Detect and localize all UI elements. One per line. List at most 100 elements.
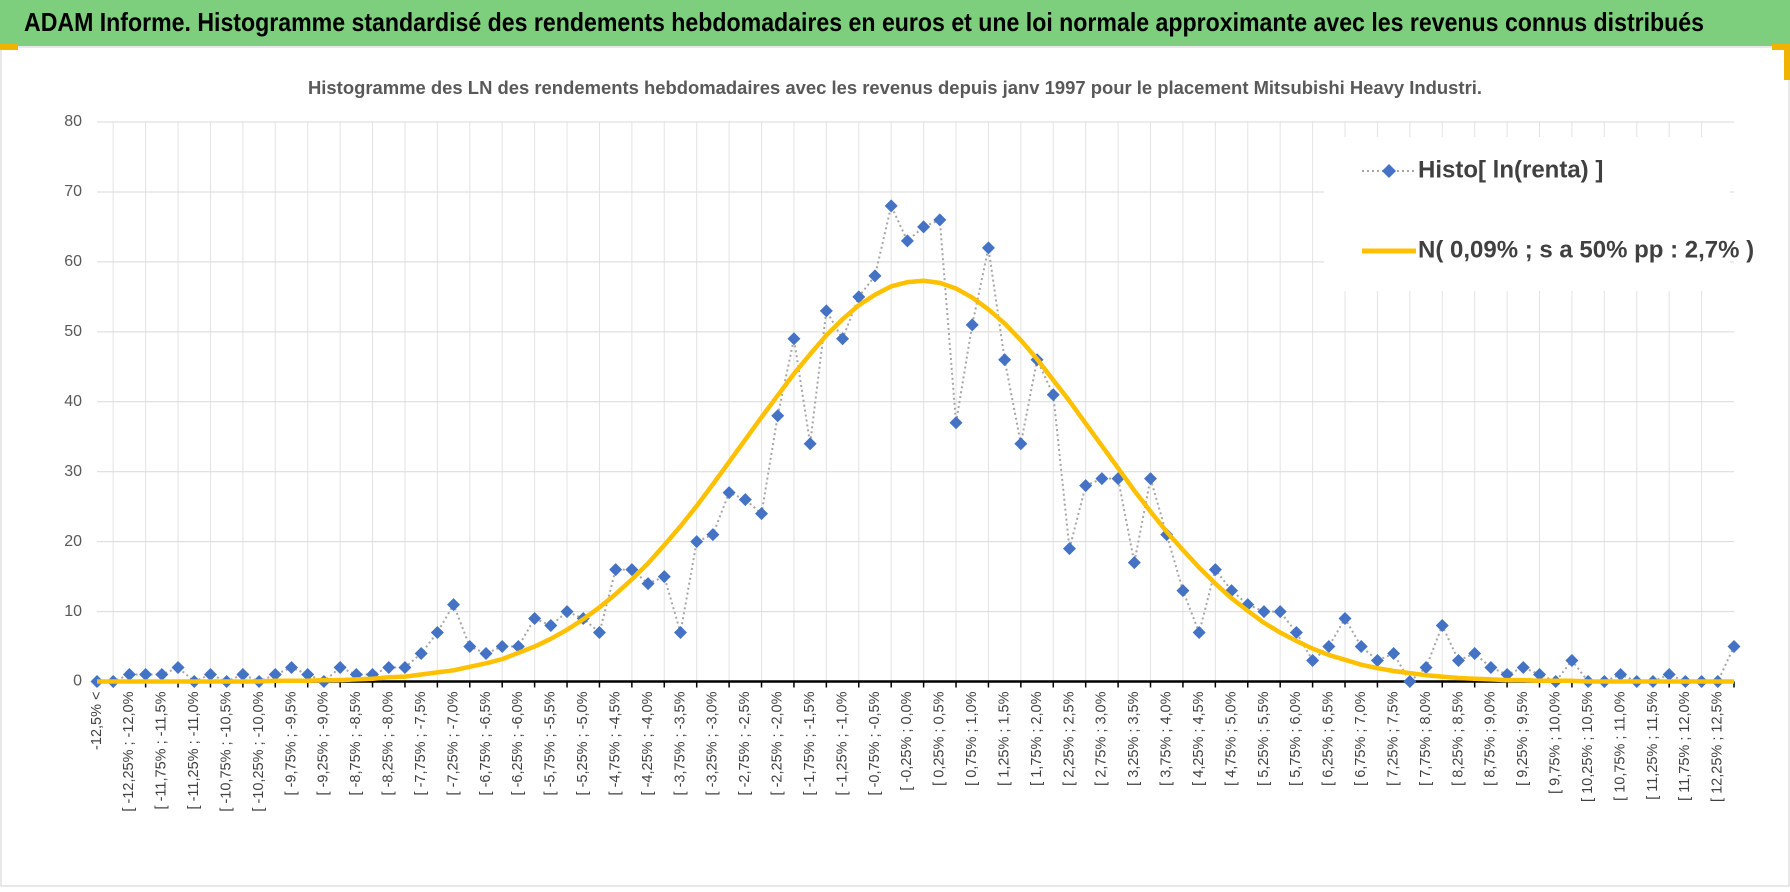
y-tick-label: 40: [64, 393, 82, 410]
diamond-marker: [463, 640, 477, 654]
x-tick-label: [ 5,75% ; 6,0%: [1288, 691, 1304, 785]
chart-title: Histogramme des LN des rendements hebdom…: [308, 78, 1482, 98]
legend-marker: [1382, 164, 1396, 178]
diamond-marker: [998, 353, 1012, 367]
diamond-marker: [1095, 472, 1109, 486]
x-tick-label: [ -7,25% ; -7,0%: [445, 691, 461, 795]
y-tick-label: 20: [64, 533, 82, 550]
x-tick-label: [ -12,25% ; -12,0%: [121, 691, 137, 811]
corner: [0, 44, 18, 50]
diamond-marker: [203, 668, 217, 682]
x-tick-label: [ -3,75% ; -3,5%: [672, 691, 688, 795]
diamond-marker: [1387, 647, 1401, 661]
x-tick-label: [ -4,75% ; -4,5%: [607, 691, 623, 795]
x-tick-label: [ 11,75% ; 12,0%: [1677, 691, 1693, 800]
x-tick-label: [ -2,25% ; -2,0%: [770, 691, 786, 795]
diamond-marker: [479, 647, 493, 661]
diamond-marker: [1192, 626, 1206, 640]
x-tick-label: [ 3,75% ; 4,0%: [1159, 691, 1175, 785]
diamond-marker: [1127, 556, 1141, 570]
diamond-marker: [1062, 542, 1076, 556]
x-tick-label: [ -11,75% ; -11,5%: [154, 691, 170, 809]
diamond-marker: [414, 647, 428, 661]
x-tick-label: [ 12,25% ; 12,5%: [1710, 691, 1726, 802]
diamond-marker: [1451, 654, 1465, 668]
diamond-marker: [819, 304, 833, 318]
diamond-marker: [1046, 388, 1060, 402]
diamond-marker: [1322, 640, 1336, 654]
x-tick-label: -12,5% <: [89, 692, 105, 750]
x-tick-label: [ 2,25% ; 2,5%: [1061, 691, 1077, 785]
diamond-marker: [268, 668, 282, 682]
diamond-marker: [738, 493, 752, 507]
legend-label: N( 0,09% ; s a 50% pp : 2,7% ): [1418, 236, 1754, 263]
diamond-marker: [641, 577, 655, 591]
x-tick-label: [ -9,75% ; -9,5%: [283, 691, 299, 795]
diamond-marker: [1565, 654, 1579, 668]
diamond-marker: [852, 290, 866, 304]
diamond-marker: [236, 668, 250, 682]
page-title: ADAM Informe. Histogramme standardisé de…: [24, 7, 1704, 37]
x-tick-label: [ 9,75% ; 10,0%: [1548, 691, 1564, 793]
diamond-marker: [1338, 612, 1352, 626]
diamond-marker: [1014, 437, 1028, 451]
diamond-marker: [1403, 675, 1417, 688]
legend-label: Histo[ ln(renta) ]: [1418, 156, 1603, 183]
y-tick-label: 60: [64, 253, 82, 270]
x-tick-label: [ -8,25% ; -8,0%: [381, 691, 397, 795]
x-tick-label: [ 0,75% ; 1,0%: [964, 691, 980, 785]
x-tick-label: [ 7,25% ; 7,5%: [1385, 691, 1401, 785]
x-tick-label: [ 4,75% ; 5,0%: [1223, 691, 1239, 785]
diamond-marker: [787, 332, 801, 346]
diamond-marker: [722, 486, 736, 500]
diamond-marker: [284, 661, 298, 675]
diamond-marker: [171, 661, 185, 675]
x-tick-label: [ 10,25% ; 10,5%: [1580, 691, 1596, 802]
x-tick-label: [ -5,25% ; -5,0%: [575, 691, 591, 795]
diamond-marker: [625, 563, 639, 577]
x-tick-label: [ -0,25% ; 0,0%: [899, 691, 915, 790]
x-tick-label: [ 6,75% ; 7,0%: [1353, 691, 1369, 785]
x-tick-label: [ -6,75% ; -6,5%: [478, 691, 494, 795]
normal-curve: [97, 278, 1734, 684]
y-tick-label: 50: [64, 323, 82, 340]
x-tick-label: [ 8,75% ; 9,0%: [1483, 691, 1499, 785]
x-tick-label: [ -5,75% ; -5,5%: [543, 691, 559, 795]
x-tick-label: [ -6,25% ; -6,0%: [510, 691, 526, 795]
diamond-marker: [1144, 472, 1158, 486]
diamond-marker: [592, 626, 606, 640]
diamond-marker: [139, 668, 153, 682]
x-tick-label: [ -3,25% ; -3,0%: [705, 691, 721, 795]
diamond-marker: [836, 332, 850, 346]
y-tick-label: 70: [64, 183, 82, 200]
diamond-marker: [1354, 640, 1368, 654]
corner: [1772, 44, 1790, 50]
diamond-marker: [1614, 668, 1628, 682]
diamond-marker: [122, 668, 136, 682]
diamond-marker: [1419, 661, 1433, 675]
diamond-marker: [690, 535, 704, 549]
diamond-marker: [1370, 654, 1384, 668]
diamond-marker: [1662, 668, 1676, 682]
diamond-marker: [1435, 619, 1449, 633]
diamond-marker: [673, 626, 687, 640]
diamond-marker: [1273, 605, 1287, 619]
x-tick-label: [ 1,25% ; 1,5%: [996, 691, 1012, 785]
diamond-marker: [155, 668, 169, 682]
diamond-marker: [917, 220, 931, 234]
diamond-marker: [398, 661, 412, 675]
diamond-marker: [301, 668, 315, 682]
diamond-marker: [1079, 479, 1093, 493]
diamond-marker: [447, 598, 461, 612]
x-tick-label: [ 6,25% ; 6,5%: [1321, 691, 1337, 785]
diamond-marker: [949, 416, 963, 430]
x-tick-label: [ 11,25% ; 11,5%: [1645, 691, 1661, 799]
diamond-marker: [1257, 605, 1271, 619]
diamond-marker: [803, 437, 817, 451]
diamond-marker: [868, 269, 882, 283]
x-tick-label: [ 3,25% ; 3,5%: [1126, 691, 1142, 785]
diamond-marker: [900, 234, 914, 248]
corner: [1784, 44, 1790, 80]
diamond-marker: [1208, 563, 1222, 577]
diamond-marker: [706, 528, 720, 542]
